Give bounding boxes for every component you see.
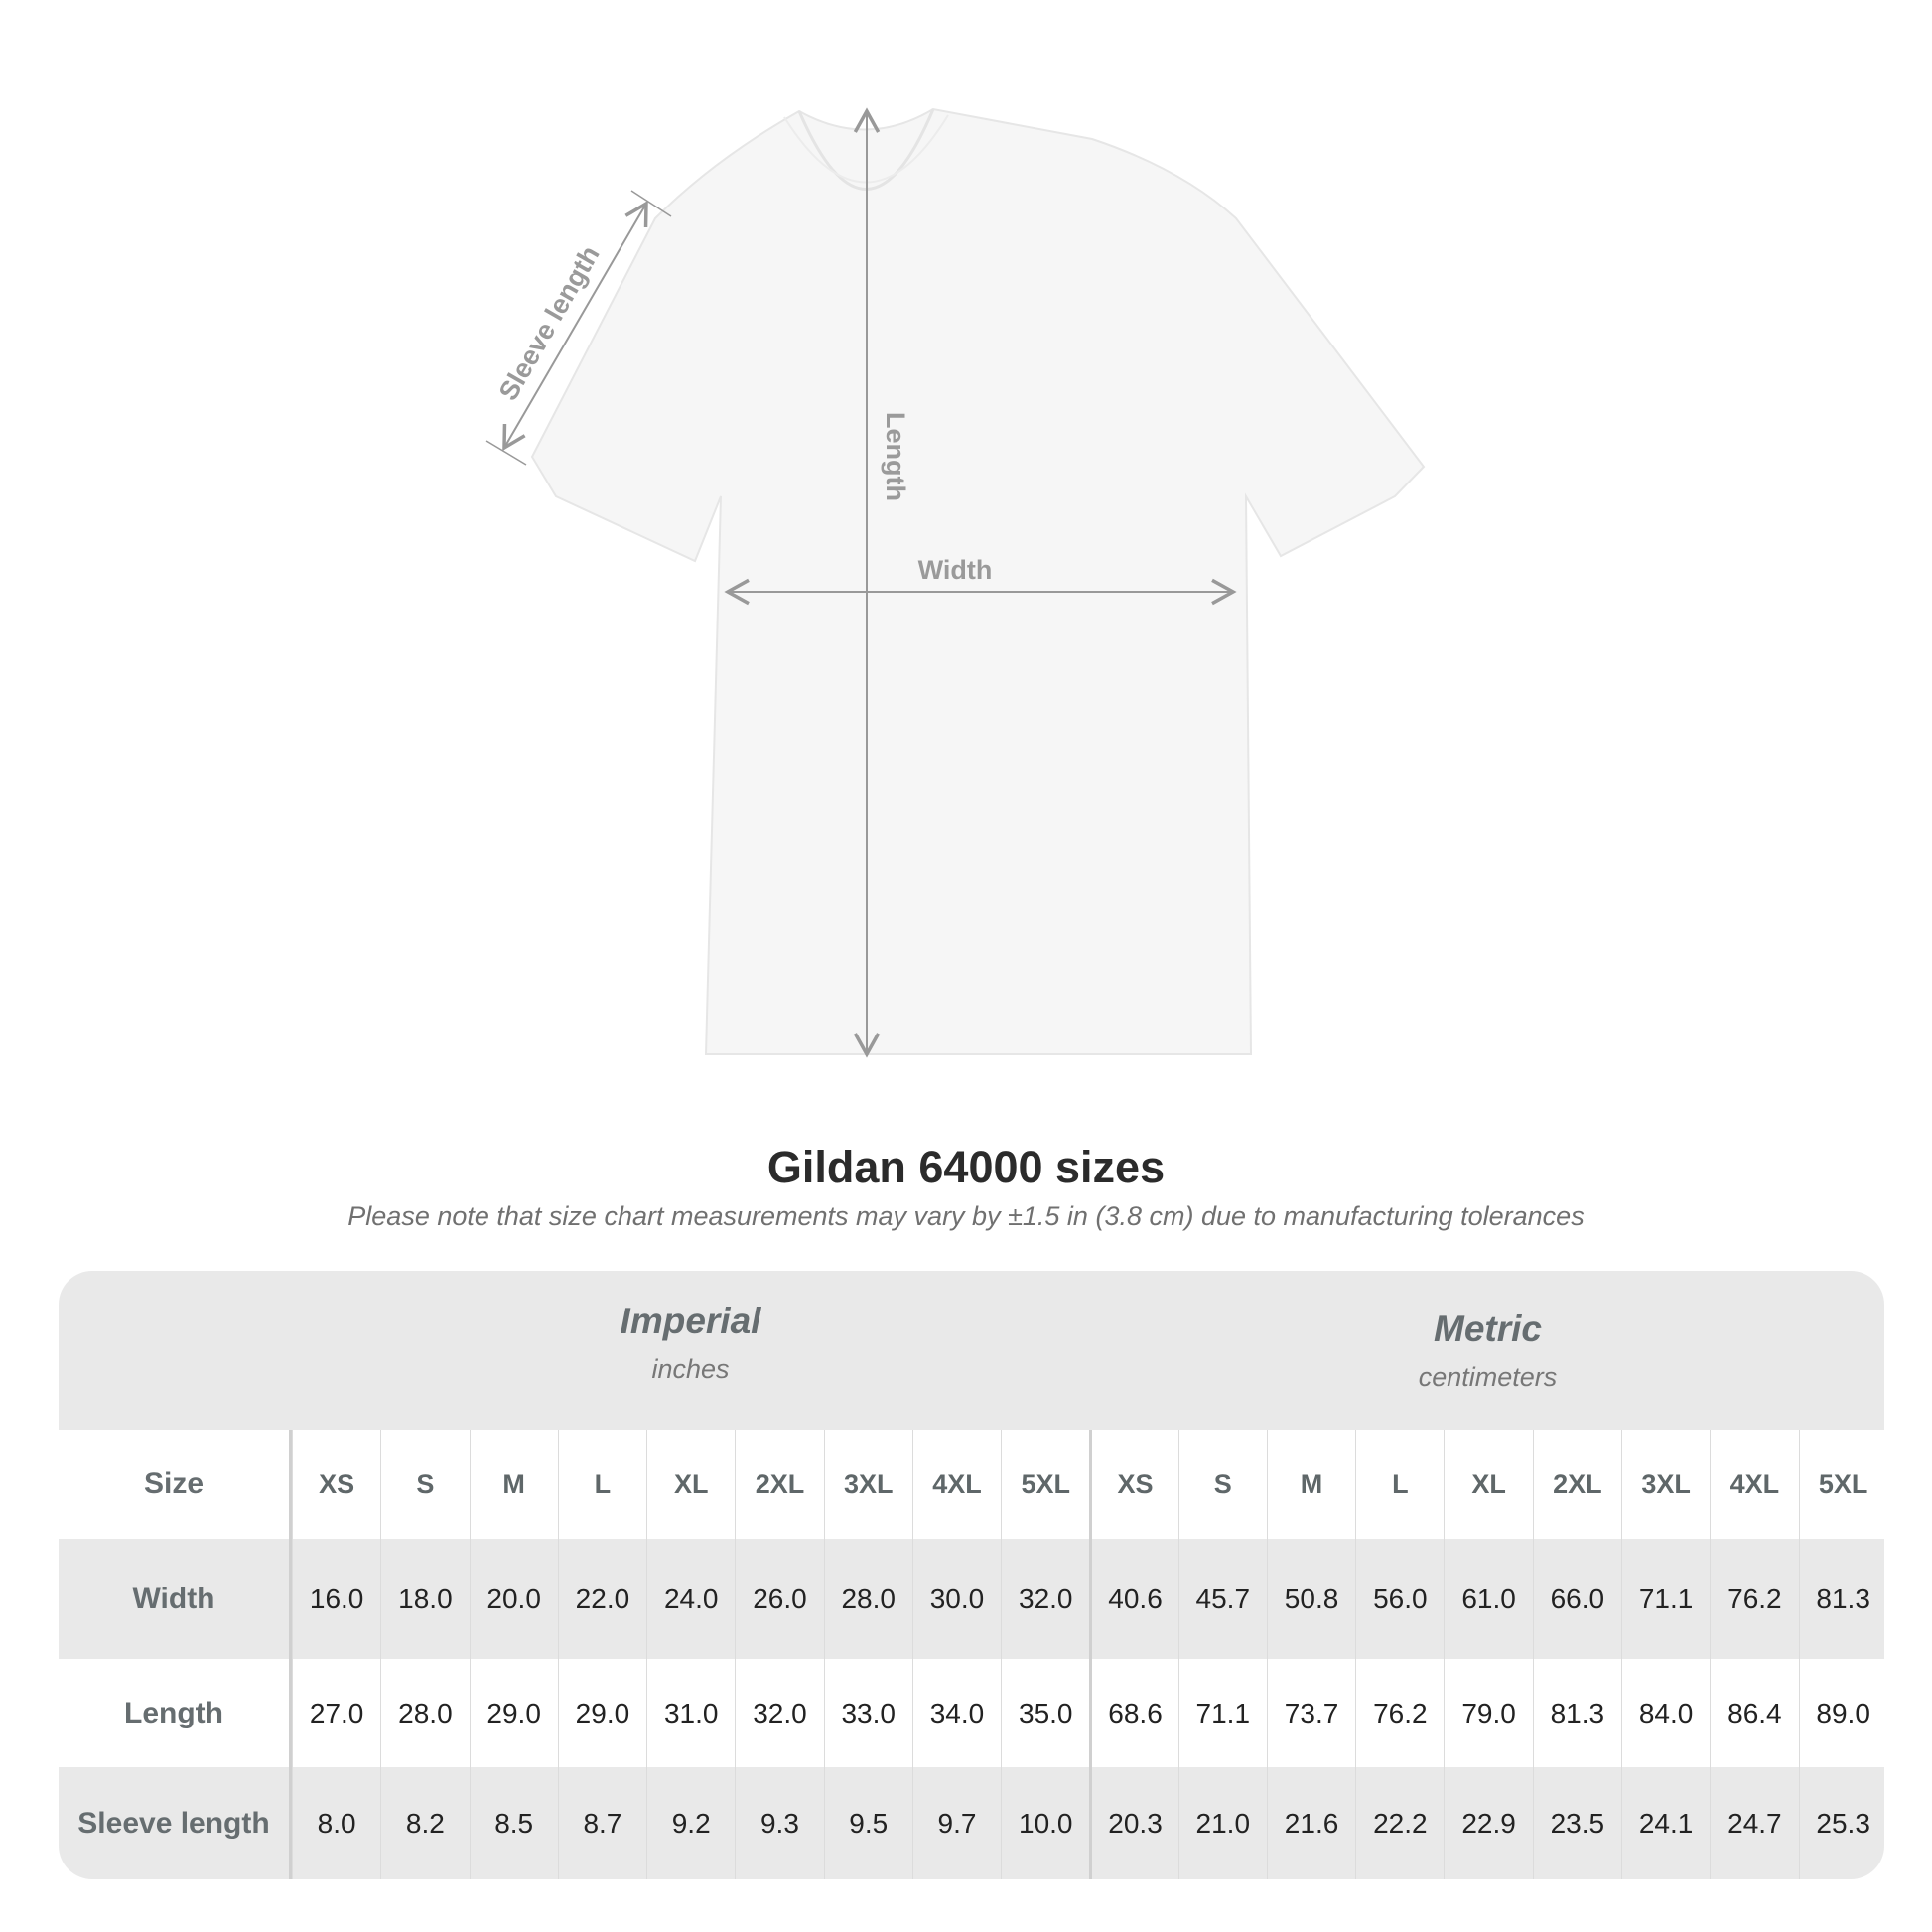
imperial-value: 27.0 [292, 1659, 380, 1767]
table-row: Sleeve length 8.0 8.2 8.5 8.7 9.2 9.3 9.5 9.7 10.… [59, 1767, 1884, 1879]
row-label: Size [59, 1430, 292, 1539]
size-metric-header: 3XL [1620, 1430, 1710, 1539]
imperial-value: 28.0 [823, 1539, 912, 1659]
imperial-value: 8.0 [292, 1767, 380, 1879]
metric-value: 73.7 [1266, 1659, 1355, 1767]
imperial-title: Imperial [620, 1301, 761, 1341]
metric-value: 86.4 [1710, 1659, 1798, 1767]
imperial-value: 18.0 [380, 1539, 469, 1659]
size-metric-header: 5XL [1798, 1430, 1884, 1539]
imperial-value: 35.0 [1001, 1659, 1089, 1767]
metric-value: 81.3 [1798, 1539, 1884, 1659]
imperial-value: 20.0 [469, 1539, 558, 1659]
metric-value: 66.0 [1532, 1539, 1621, 1659]
imperial-value: 34.0 [911, 1659, 1001, 1767]
metric-value: 84.0 [1620, 1659, 1710, 1767]
row-label: Length [59, 1659, 292, 1767]
sleeve-arrow [502, 200, 648, 452]
metric-title: Metric [1434, 1309, 1542, 1349]
metric-value: 76.2 [1710, 1539, 1798, 1659]
size-metric-header: M [1266, 1430, 1355, 1539]
metric-value: 76.2 [1355, 1659, 1444, 1767]
metric-unit: centimeters [1418, 1362, 1558, 1392]
imperial-value: 29.0 [469, 1659, 558, 1767]
imperial-value: 24.0 [646, 1539, 735, 1659]
imperial-value: 28.0 [380, 1659, 469, 1767]
page-title: Gildan 64000 sizes [766, 1142, 1166, 1192]
imperial-value: 8.5 [469, 1767, 558, 1879]
size-imperial-header: 2XL [735, 1430, 823, 1539]
metric-value: 50.8 [1266, 1539, 1355, 1659]
length-label: Length [881, 412, 910, 501]
size-imperial-header: XS [292, 1430, 380, 1539]
imperial-value: 8.7 [557, 1767, 646, 1879]
imperial-value: 16.0 [292, 1539, 380, 1659]
imperial-value: 29.0 [557, 1659, 646, 1767]
imperial-value: 22.0 [557, 1539, 646, 1659]
metric-value: 20.3 [1089, 1767, 1177, 1879]
metric-value: 79.0 [1444, 1659, 1532, 1767]
metric-value: 56.0 [1355, 1539, 1444, 1659]
size-header-row: Size XS S M L XL 2XL 3XL 4XL 5XL XS S M L XL 2XL 3XL 4XL 5… [59, 1430, 1884, 1539]
metric-value: 89.0 [1798, 1659, 1884, 1767]
imperial-value: 10.0 [1001, 1767, 1089, 1879]
size-metric-header: 2XL [1532, 1430, 1621, 1539]
width-label: Width [918, 555, 993, 585]
metric-value: 24.1 [1620, 1767, 1710, 1879]
size-imperial-header: 4XL [911, 1430, 1001, 1539]
size-metric-header: 4XL [1710, 1430, 1798, 1539]
size-imperial-header: 5XL [1001, 1430, 1089, 1539]
size-imperial-header: 3XL [823, 1430, 912, 1539]
table-row: Length 27.0 28.0 29.0 29.0 31.0 32.0 33.0 34.0 35… [59, 1659, 1884, 1767]
imperial-value: 32.0 [1001, 1539, 1089, 1659]
tolerance-note: Please note that size chart measurements… [347, 1201, 1585, 1231]
table-row: Width 16.0 18.0 20.0 22.0 24.0 26.0 28.0 30.0 32.… [59, 1539, 1884, 1659]
size-metric-header: XL [1444, 1430, 1532, 1539]
imperial-value: 9.5 [823, 1767, 912, 1879]
tshirt-diagram: Length Width Sleeve length [485, 107, 1426, 1058]
metric-value: 61.0 [1444, 1539, 1532, 1659]
size-imperial-header: S [380, 1430, 469, 1539]
metric-value: 68.6 [1089, 1659, 1177, 1767]
metric-value: 40.6 [1089, 1539, 1177, 1659]
imperial-value: 8.2 [380, 1767, 469, 1879]
imperial-value: 9.7 [911, 1767, 1001, 1879]
imperial-value: 9.2 [646, 1767, 735, 1879]
metric-value: 81.3 [1532, 1659, 1621, 1767]
metric-value: 25.3 [1798, 1767, 1884, 1879]
imperial-value: 32.0 [735, 1659, 823, 1767]
metric-value: 71.1 [1177, 1659, 1267, 1767]
imperial-value: 31.0 [646, 1659, 735, 1767]
imperial-unit: inches [651, 1354, 730, 1384]
imperial-value: 30.0 [911, 1539, 1001, 1659]
metric-value: 45.7 [1177, 1539, 1267, 1659]
size-imperial-header: M [469, 1430, 558, 1539]
metric-value: 21.0 [1177, 1767, 1267, 1879]
imperial-value: 26.0 [735, 1539, 823, 1659]
metric-value: 21.6 [1266, 1767, 1355, 1879]
metric-value: 23.5 [1532, 1767, 1621, 1879]
row-label: Sleeve length [59, 1767, 292, 1879]
imperial-header: Imperial inches [292, 1301, 1089, 1459]
size-metric-header: S [1177, 1430, 1267, 1539]
imperial-value: 9.3 [735, 1767, 823, 1879]
metric-value: 22.9 [1444, 1767, 1532, 1879]
metric-value: 71.1 [1620, 1539, 1710, 1659]
metric-value: 24.7 [1710, 1767, 1798, 1879]
row-label: Width [59, 1539, 292, 1659]
size-table: Imperial inches Metric centimeters Size X… [59, 1271, 1884, 1879]
size-metric-header: XS [1089, 1430, 1177, 1539]
imperial-value: 33.0 [823, 1659, 912, 1767]
size-imperial-header: XL [646, 1430, 735, 1539]
size-metric-header: L [1355, 1430, 1444, 1539]
size-imperial-header: L [557, 1430, 646, 1539]
metric-header: Metric centimeters [1089, 1309, 1884, 1467]
metric-value: 22.2 [1355, 1767, 1444, 1879]
